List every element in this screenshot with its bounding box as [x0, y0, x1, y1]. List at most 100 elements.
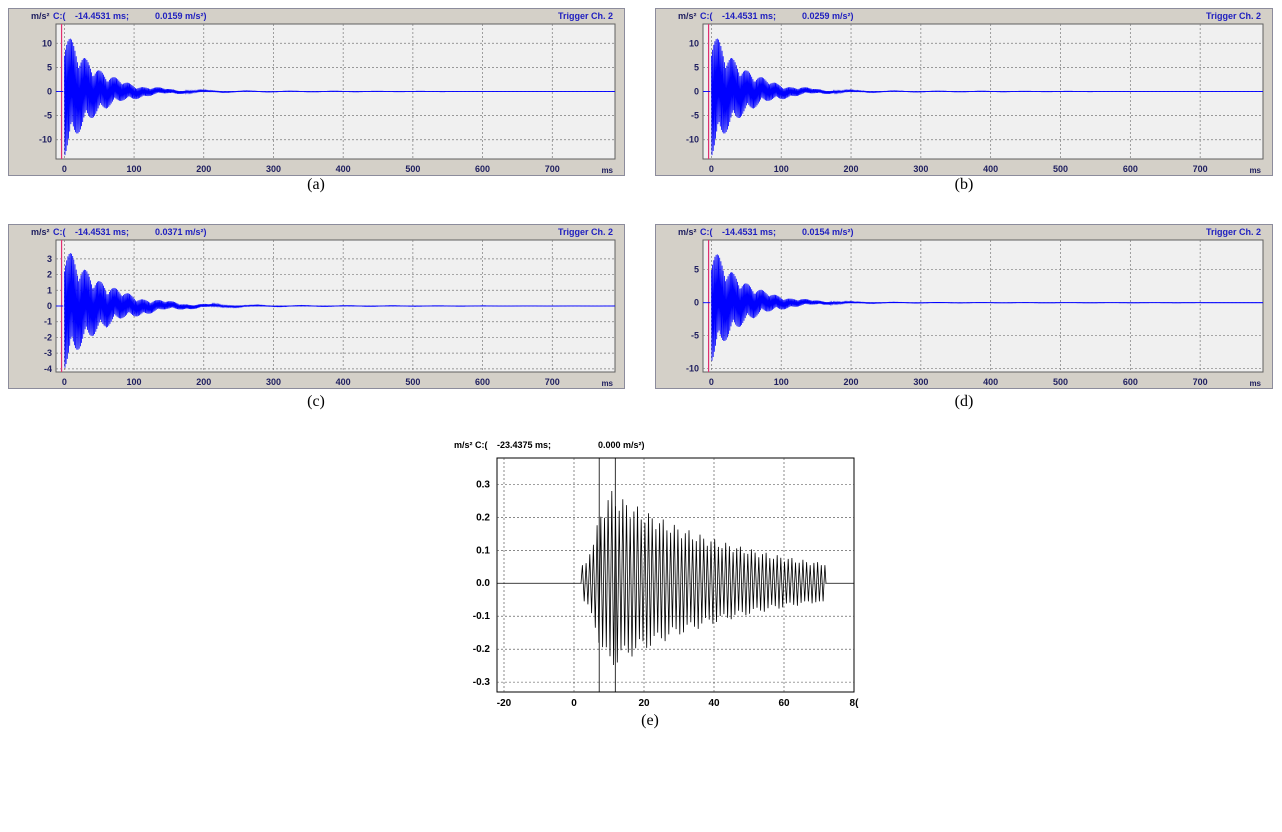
y-tick-label: -5: [44, 111, 52, 121]
header-cursor-value: 0.0154 m/s²): [802, 227, 854, 237]
header-trigger: Trigger Ch. 2: [1206, 11, 1261, 21]
header-cursor-label: C:(: [700, 11, 713, 21]
x-unit-label: ms: [1249, 166, 1261, 175]
y-tick-label: -4: [44, 364, 52, 374]
header-trigger: Trigger Ch. 2: [558, 11, 613, 21]
x-tick-label: 0: [62, 164, 67, 174]
x-tick-label: 700: [545, 164, 560, 174]
chart-panel-b: m/s² C:( -14.4531 ms; 0.0259 m/s²) Trigger C…: [655, 8, 1273, 176]
header-unit: m/s²: [678, 11, 697, 21]
caption-e: (e): [641, 712, 659, 729]
x-tick-label: 500: [405, 377, 420, 387]
chart-b-svg: m/s² C:( -14.4531 ms; 0.0259 m/s²) Trigger C…: [655, 8, 1273, 176]
x-unit-label: ms: [1249, 379, 1261, 388]
y-tick-label: 0: [47, 87, 52, 97]
y-tick-label: 10: [689, 38, 699, 48]
x-tick-label: 200: [196, 377, 211, 387]
x-tick-label: 100: [774, 377, 789, 387]
x-tick-label: 100: [127, 377, 142, 387]
y-tick-label: -5: [691, 331, 699, 341]
x-tick-label: 700: [545, 377, 560, 387]
x-tick-label: 400: [983, 164, 998, 174]
y-tick-label: 3: [47, 254, 52, 264]
chart-panel-c: m/s² C:(-14.4531 ms; 0.0371 m/s²) Trigger C…: [8, 224, 625, 389]
y-tick-label: -10: [686, 135, 699, 145]
chart-d-svg: m/s² C:( -14.4531 ms; 0.0154 m/s²) Trigger C…: [655, 224, 1273, 389]
caption-a: (a): [307, 176, 325, 193]
header-unit: m/s²: [31, 11, 50, 21]
y-tick-label: 10: [42, 38, 52, 48]
chart-e-svg: m/s² C:( -23.4375 ms; 0.000 m/s²) -20 0 20 40 60…: [454, 440, 860, 709]
header-unit: m/s²: [678, 227, 697, 237]
y-tick-label: -1: [44, 317, 52, 327]
x-tick-label: 300: [913, 164, 928, 174]
x-tick-label: 100: [774, 164, 789, 174]
caption-d: (d): [954, 393, 974, 410]
y-tick-label: -2: [44, 332, 52, 342]
x-tick-label: 300: [266, 164, 281, 174]
x-tick-label: 500: [1053, 164, 1068, 174]
x-tick-label: 0: [571, 698, 577, 709]
x-tick-label: 600: [1123, 377, 1138, 387]
x-tick-label: 0: [62, 377, 67, 387]
header-cursor-time: -23.4375 ms;: [497, 440, 551, 450]
x-tick-label: -20: [497, 698, 512, 709]
header-unit: m/s²: [454, 440, 473, 450]
x-tick-label: 300: [266, 377, 281, 387]
x-tick-label: 0: [709, 164, 714, 174]
x-tick-label: 500: [405, 164, 420, 174]
header-cursor-time: -14.4531 ms;: [75, 227, 129, 237]
x-tick-label: 60: [778, 698, 790, 709]
x-tick-label: 700: [1193, 377, 1208, 387]
series-signal: [497, 490, 854, 666]
y-tick-label: -0.3: [473, 677, 491, 688]
caption-b: (b): [954, 176, 974, 193]
header-cursor-label: C:(: [700, 227, 713, 237]
y-tick-label: 5: [694, 62, 699, 72]
x-tick-label: 200: [844, 377, 859, 387]
y-tick-label: 2: [47, 270, 52, 280]
x-tick-label: 100: [127, 164, 142, 174]
y-tick-label: 1: [47, 285, 52, 295]
x-tick-label: 600: [475, 377, 490, 387]
header-cursor-time: -14.4531 ms;: [722, 227, 776, 237]
y-tick-label: 0: [47, 301, 52, 311]
x-unit-label: ms: [601, 166, 613, 175]
x-tick-label: 40: [708, 698, 720, 709]
x-tick-label: 500: [1053, 377, 1068, 387]
chart-a-svg: m/s² C:( -14.4531 ms; 0.0159 m/s²) Trigger C…: [8, 8, 625, 176]
y-tick-label: 0.1: [476, 545, 490, 556]
header-trigger: Trigger Ch. 2: [558, 227, 613, 237]
x-tick-label: 400: [983, 377, 998, 387]
y-tick-label: 0: [694, 298, 699, 308]
header-unit: m/s²: [31, 227, 50, 237]
header-cursor-label: C:(: [475, 440, 488, 450]
header-trigger: Trigger Ch. 2: [1206, 227, 1261, 237]
y-tick-label: -5: [691, 111, 699, 121]
y-tick-label: 0.2: [476, 512, 490, 523]
x-tick-label: 600: [1123, 164, 1138, 174]
x-tick-label: 400: [336, 377, 351, 387]
x-tick-label: 200: [196, 164, 211, 174]
chart-panel-a: m/s² C:( -14.4531 ms; 0.0159 m/s²) Trigger C…: [8, 8, 625, 176]
x-tick-label: 300: [913, 377, 928, 387]
x-tick-label: 8(: [850, 698, 860, 709]
header-cursor-label: C:(: [53, 227, 66, 237]
header-cursor-time: -14.4531 ms;: [722, 11, 776, 21]
y-tick-label: -0.2: [473, 644, 491, 655]
x-tick-label: 0: [709, 377, 714, 387]
x-tick-label: 700: [1193, 164, 1208, 174]
y-tick-label: -0.1: [473, 611, 491, 622]
x-tick-label: 20: [638, 698, 650, 709]
header-cursor-value: 0.000 m/s²): [598, 440, 645, 450]
y-tick-label: 5: [47, 62, 52, 72]
y-tick-label: 5: [694, 265, 699, 275]
header-cursor-label: C:(: [53, 11, 66, 21]
header-cursor-time: -14.4531 ms;: [75, 11, 129, 21]
chart-panel-d: m/s² C:( -14.4531 ms; 0.0154 m/s²) Trigger C…: [655, 224, 1273, 389]
x-tick-label: 200: [844, 164, 859, 174]
x-tick-label: 600: [475, 164, 490, 174]
header-cursor-value: 0.0259 m/s²): [802, 11, 854, 21]
header-cursor-value: 0.0159 m/s²): [155, 11, 207, 21]
y-tick-label: 0.0: [476, 578, 490, 589]
